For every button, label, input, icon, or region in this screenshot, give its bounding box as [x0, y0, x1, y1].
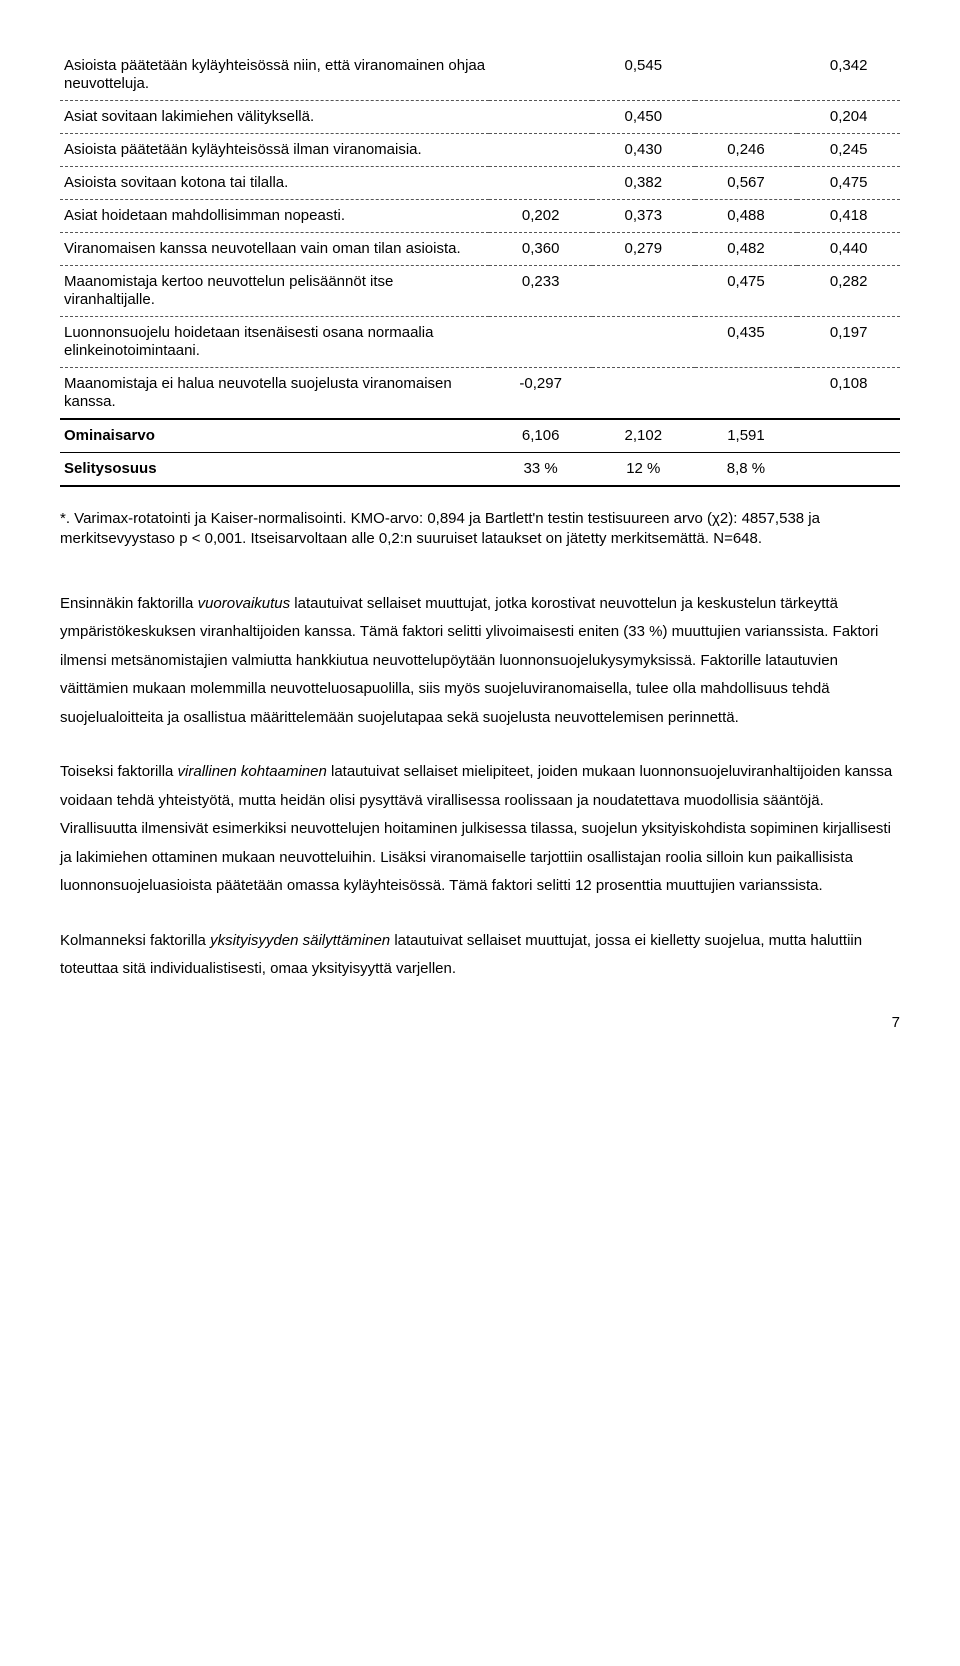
row-c3: 0,488: [695, 200, 798, 233]
row-c4: 0,282: [797, 266, 900, 317]
row-label: Asioista päätetään kyläyhteisössä ilman …: [60, 134, 489, 167]
row-c1: 0,360: [489, 233, 592, 266]
row-c4: 0,418: [797, 200, 900, 233]
row-c1: [489, 134, 592, 167]
eigenvalue-row: Ominaisarvo6,1062,1021,591: [60, 419, 900, 453]
row-c3: [695, 50, 798, 101]
row-c2: [592, 317, 695, 368]
table-row: Asioista sovitaan kotona tai tilalla. 0,3…: [60, 167, 900, 200]
para3-italic: yksityisyyden säilyttäminen: [210, 932, 390, 949]
eigen-c1: 6,106: [489, 419, 592, 453]
row-label: Asioista päätetään kyläyhteisössä niin, …: [60, 50, 489, 101]
row-c4: 0,245: [797, 134, 900, 167]
explained-row: Selitysosuus33 %12 %8,8 %: [60, 453, 900, 487]
row-c3: [695, 368, 798, 420]
row-c3: [695, 101, 798, 134]
row-c4: 0,197: [797, 317, 900, 368]
para2-post: latautuivat sellaiset mielipiteet, joide…: [60, 763, 892, 894]
row-c2: 0,450: [592, 101, 695, 134]
row-c3: 0,246: [695, 134, 798, 167]
para2-pre: Toiseksi faktorilla: [60, 763, 178, 780]
row-c2: 0,545: [592, 50, 695, 101]
explain-c2: 12 %: [592, 453, 695, 487]
row-c2: [592, 266, 695, 317]
row-c3: 0,435: [695, 317, 798, 368]
row-c4: 0,204: [797, 101, 900, 134]
row-label: Asiat sovitaan lakimiehen välityksellä.: [60, 101, 489, 134]
row-c4: 0,342: [797, 50, 900, 101]
eigen-c4: [797, 419, 900, 453]
row-c2: 0,430: [592, 134, 695, 167]
paragraph-2: Toiseksi faktorilla virallinen kohtaamin…: [60, 758, 900, 901]
row-label: Maanomistaja ei halua neuvotella suojelu…: [60, 368, 489, 420]
table-row: Asioista päätetään kyläyhteisössä ilman …: [60, 134, 900, 167]
para1-pre: Ensinnäkin faktorilla: [60, 595, 198, 612]
paragraph-1: Ensinnäkin faktorilla vuorovaikutus lata…: [60, 590, 900, 733]
row-c2: 0,373: [592, 200, 695, 233]
paragraph-3: Kolmanneksi faktorilla yksityisyyden säi…: [60, 927, 900, 984]
row-c2: 0,279: [592, 233, 695, 266]
explain-c1: 33 %: [489, 453, 592, 487]
eigen-c2: 2,102: [592, 419, 695, 453]
table-footnote: *. Varimax-rotatointi ja Kaiser-normalis…: [60, 509, 900, 550]
table-row: Asiat sovitaan lakimiehen välityksellä. 0…: [60, 101, 900, 134]
row-c1: -0,297: [489, 368, 592, 420]
table-row: Asiat hoidetaan mahdollisimman nopeasti.…: [60, 200, 900, 233]
row-c1: 0,233: [489, 266, 592, 317]
row-c1: [489, 167, 592, 200]
row-c1: [489, 317, 592, 368]
explain-c3: 8,8 %: [695, 453, 798, 487]
para3-pre: Kolmanneksi faktorilla: [60, 932, 210, 949]
row-c2: [592, 368, 695, 420]
row-c3: 0,482: [695, 233, 798, 266]
para2-italic: virallinen kohtaaminen: [178, 763, 327, 780]
row-c1: [489, 50, 592, 101]
row-label: Viranomaisen kanssa neuvotellaan vain om…: [60, 233, 489, 266]
row-label: Luonnonsuojelu hoidetaan itsenäisesti os…: [60, 317, 489, 368]
row-c4: 0,440: [797, 233, 900, 266]
page-number: 7: [60, 1014, 900, 1032]
table-row: Viranomaisen kanssa neuvotellaan vain om…: [60, 233, 900, 266]
row-c1: [489, 101, 592, 134]
row-c3: 0,567: [695, 167, 798, 200]
eigen-c3: 1,591: [695, 419, 798, 453]
table-row: Luonnonsuojelu hoidetaan itsenäisesti os…: [60, 317, 900, 368]
table-row: Asioista päätetään kyläyhteisössä niin, …: [60, 50, 900, 101]
row-label: Asiat hoidetaan mahdollisimman nopeasti.: [60, 200, 489, 233]
row-c2: 0,382: [592, 167, 695, 200]
table-row: Maanomistaja ei halua neuvotella suojelu…: [60, 368, 900, 420]
row-c1: 0,202: [489, 200, 592, 233]
row-label: Asioista sovitaan kotona tai tilalla.: [60, 167, 489, 200]
row-label: Maanomistaja kertoo neuvottelun pelisään…: [60, 266, 489, 317]
para1-post: latautuivat sellaiset muuttujat, jotka k…: [60, 595, 878, 726]
eigen-label: Ominaisarvo: [60, 419, 489, 453]
explain-c4: [797, 453, 900, 487]
row-c4: 0,108: [797, 368, 900, 420]
factor-table: Asioista päätetään kyläyhteisössä niin, …: [60, 50, 900, 487]
para1-italic: vuorovaikutus: [198, 595, 291, 612]
table-row: Maanomistaja kertoo neuvottelun pelisään…: [60, 266, 900, 317]
row-c4: 0,475: [797, 167, 900, 200]
explain-label: Selitysosuus: [60, 453, 489, 487]
row-c3: 0,475: [695, 266, 798, 317]
